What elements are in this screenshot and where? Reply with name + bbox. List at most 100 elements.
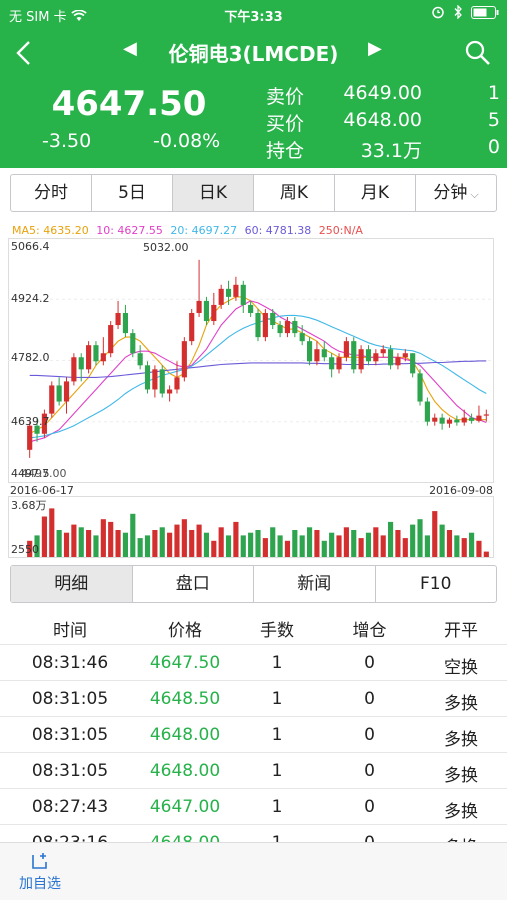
- volume-bar: [196, 524, 202, 557]
- candle: [365, 345, 372, 366]
- candle-body: [270, 312, 276, 326]
- candle-body: [432, 417, 438, 422]
- volume-bar: [461, 538, 467, 557]
- candle: [277, 321, 283, 338]
- candle: [63, 377, 70, 414]
- add-watchlist-label: 加自选: [19, 876, 61, 892]
- candle: [41, 409, 47, 438]
- y-tick-label: 4924.2: [11, 292, 50, 305]
- tab-5day-label: 5日: [118, 183, 146, 203]
- table-row[interactable]: 08:31:05 4648.00 1 0 多换: [0, 716, 507, 752]
- volume-bar: [476, 540, 482, 557]
- volume-bar: [115, 530, 121, 557]
- candle: [100, 337, 106, 366]
- candle: [424, 397, 430, 426]
- bottom-bar: 加自选: [0, 842, 507, 900]
- candle-body: [167, 389, 173, 394]
- candle-body: [343, 341, 349, 358]
- volume-bar: [262, 538, 268, 557]
- candle: [56, 377, 62, 406]
- tab-5day[interactable]: 5日: [92, 175, 173, 211]
- candle: [233, 276, 239, 301]
- volume-bar: [248, 532, 254, 557]
- tab-details-label: 明细: [54, 574, 89, 594]
- bid-price: 4648.00: [343, 109, 422, 131]
- candle: [262, 308, 268, 342]
- tab-minute-label: 分钟: [433, 183, 468, 203]
- volume-bar: [299, 535, 305, 557]
- candle: [373, 349, 379, 366]
- back-arrow-icon[interactable]: [10, 36, 40, 70]
- price-change-percent: -0.08%: [153, 130, 221, 152]
- tab-daily-k-label: 日K: [198, 183, 228, 203]
- trade-qty: 1: [271, 653, 283, 673]
- volume-bar: [181, 519, 187, 557]
- candle-body: [71, 357, 77, 382]
- volume-bar: [93, 535, 99, 557]
- tab-minute[interactable]: 分钟 ⌵: [416, 175, 496, 211]
- candle: [93, 341, 99, 366]
- candle-body: [262, 312, 268, 338]
- tab-daily-k[interactable]: 日K: [173, 175, 254, 211]
- trade-time: 08:31:05: [31, 689, 109, 709]
- candle: [321, 341, 327, 362]
- candle-body: [78, 357, 84, 370]
- candle-body: [137, 353, 143, 366]
- volume-bar: [27, 540, 33, 557]
- status-left: 无 SIM 卡: [9, 6, 87, 25]
- candle-body: [181, 341, 187, 378]
- header-price: 价格: [168, 621, 202, 641]
- status-time: 下午3:33: [224, 10, 283, 25]
- candle-body: [373, 353, 379, 362]
- bid-qty: 5: [487, 109, 500, 131]
- trade-time: 08:31:46: [31, 653, 109, 673]
- tab-weekly-k[interactable]: 周K: [254, 175, 335, 211]
- high-value-label: 5032.00: [143, 241, 189, 254]
- trade-price: 4648.00: [149, 725, 221, 745]
- trade-price: 4648.00: [149, 761, 221, 781]
- search-icon[interactable]: [463, 38, 493, 68]
- table-header: 时间 价格 手数 增仓 开平: [0, 608, 507, 644]
- trade-oi: 0: [364, 797, 375, 817]
- ma60-label: 60: 4781.38: [244, 224, 312, 237]
- candle: [270, 308, 276, 330]
- volume-bar: [365, 532, 372, 557]
- candle-body: [196, 300, 202, 313]
- volume-bar: [167, 532, 173, 557]
- table-row[interactable]: 08:31:46 4647.50 1 0 空换: [0, 644, 507, 680]
- tab-monthly-k[interactable]: 月K: [335, 175, 416, 211]
- tab-details[interactable]: 明细: [11, 566, 133, 602]
- candle-body: [122, 312, 129, 334]
- start-date-label: 2016-06-17: [10, 484, 74, 497]
- tab-monthly-k-label: 月K: [360, 183, 390, 203]
- candle: [358, 345, 364, 374]
- tab-news[interactable]: 新闻: [254, 566, 376, 602]
- candle: [167, 385, 173, 402]
- candle: [203, 296, 210, 326]
- candle-body: [424, 401, 430, 422]
- candle: [432, 413, 438, 426]
- tab-orderbook[interactable]: 盘口: [133, 566, 254, 602]
- volume-bar: [78, 527, 84, 557]
- trade-type: 多换: [444, 694, 478, 714]
- candle: [218, 284, 224, 309]
- bluetooth-icon: [454, 5, 462, 19]
- trade-time: 08:31:05: [31, 725, 109, 745]
- candle-body: [461, 417, 467, 423]
- status-bar: 无 SIM 卡 下午3:33: [0, 0, 507, 28]
- volume-bar: [144, 535, 151, 557]
- candle: [454, 415, 460, 426]
- nav-bar: ◀ 伦铜电3(LMCDE) ▶: [0, 28, 507, 78]
- table-row[interactable]: 08:31:05 4648.00 1 0 多换: [0, 752, 507, 788]
- tab-intraday-label: 分时: [34, 183, 68, 203]
- add-watchlist-button[interactable]: 加自选: [12, 849, 68, 897]
- trade-qty: 1: [271, 797, 283, 817]
- next-contract-button[interactable]: ▶: [368, 38, 382, 59]
- tab-f10[interactable]: F10: [376, 566, 497, 602]
- table-row[interactable]: 08:31:05 4648.50 1 0 多换: [0, 680, 507, 716]
- prev-contract-button[interactable]: ◀: [123, 38, 137, 59]
- table-row[interactable]: 08:27:43 4647.00 1 0 多换: [0, 788, 507, 824]
- candlestick-chart[interactable]: [8, 238, 494, 483]
- candle-body: [446, 419, 453, 424]
- tab-intraday[interactable]: 分时: [11, 175, 92, 211]
